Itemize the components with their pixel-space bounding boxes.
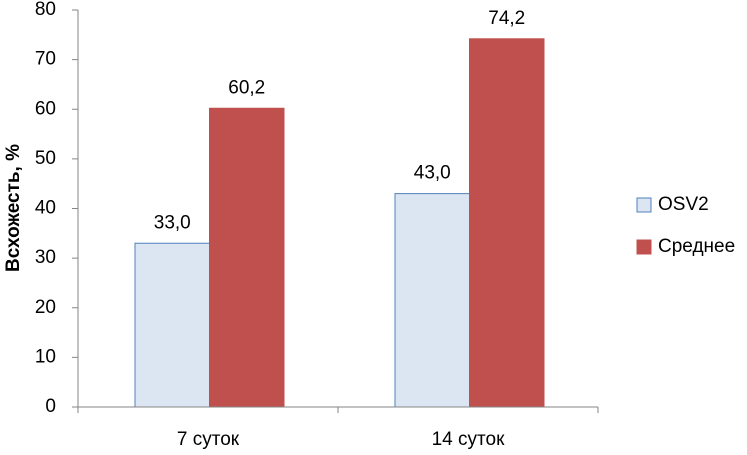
y-tick-label: 0 [45, 396, 56, 417]
value-label: 74,2 [488, 8, 525, 29]
bar [394, 193, 470, 408]
y-tick-label: 60 [35, 98, 56, 119]
y-tick-label: 30 [35, 247, 56, 268]
y-axis-label: Всхожесть, % [3, 144, 24, 272]
value-label: 33,0 [154, 212, 191, 233]
value-label: 60,2 [228, 77, 265, 98]
x-tick-label: 7 суток [177, 429, 240, 450]
x-tick-label: 14 суток [432, 429, 505, 450]
bar [209, 107, 285, 408]
value-label: 43,0 [414, 163, 451, 184]
legend-swatch [636, 239, 652, 255]
y-tick-label: 70 [35, 49, 56, 70]
legend-label: Среднее [658, 236, 735, 257]
y-tick-label: 50 [35, 148, 56, 169]
bar [469, 38, 545, 408]
legend-swatch [636, 197, 652, 213]
y-tick-label: 20 [35, 297, 56, 318]
y-tick-label: 40 [35, 198, 56, 219]
legend-label: OSV2 [658, 194, 709, 215]
y-tick-label: 10 [35, 346, 56, 367]
bar [134, 242, 210, 408]
y-tick-label: 80 [35, 0, 56, 20]
